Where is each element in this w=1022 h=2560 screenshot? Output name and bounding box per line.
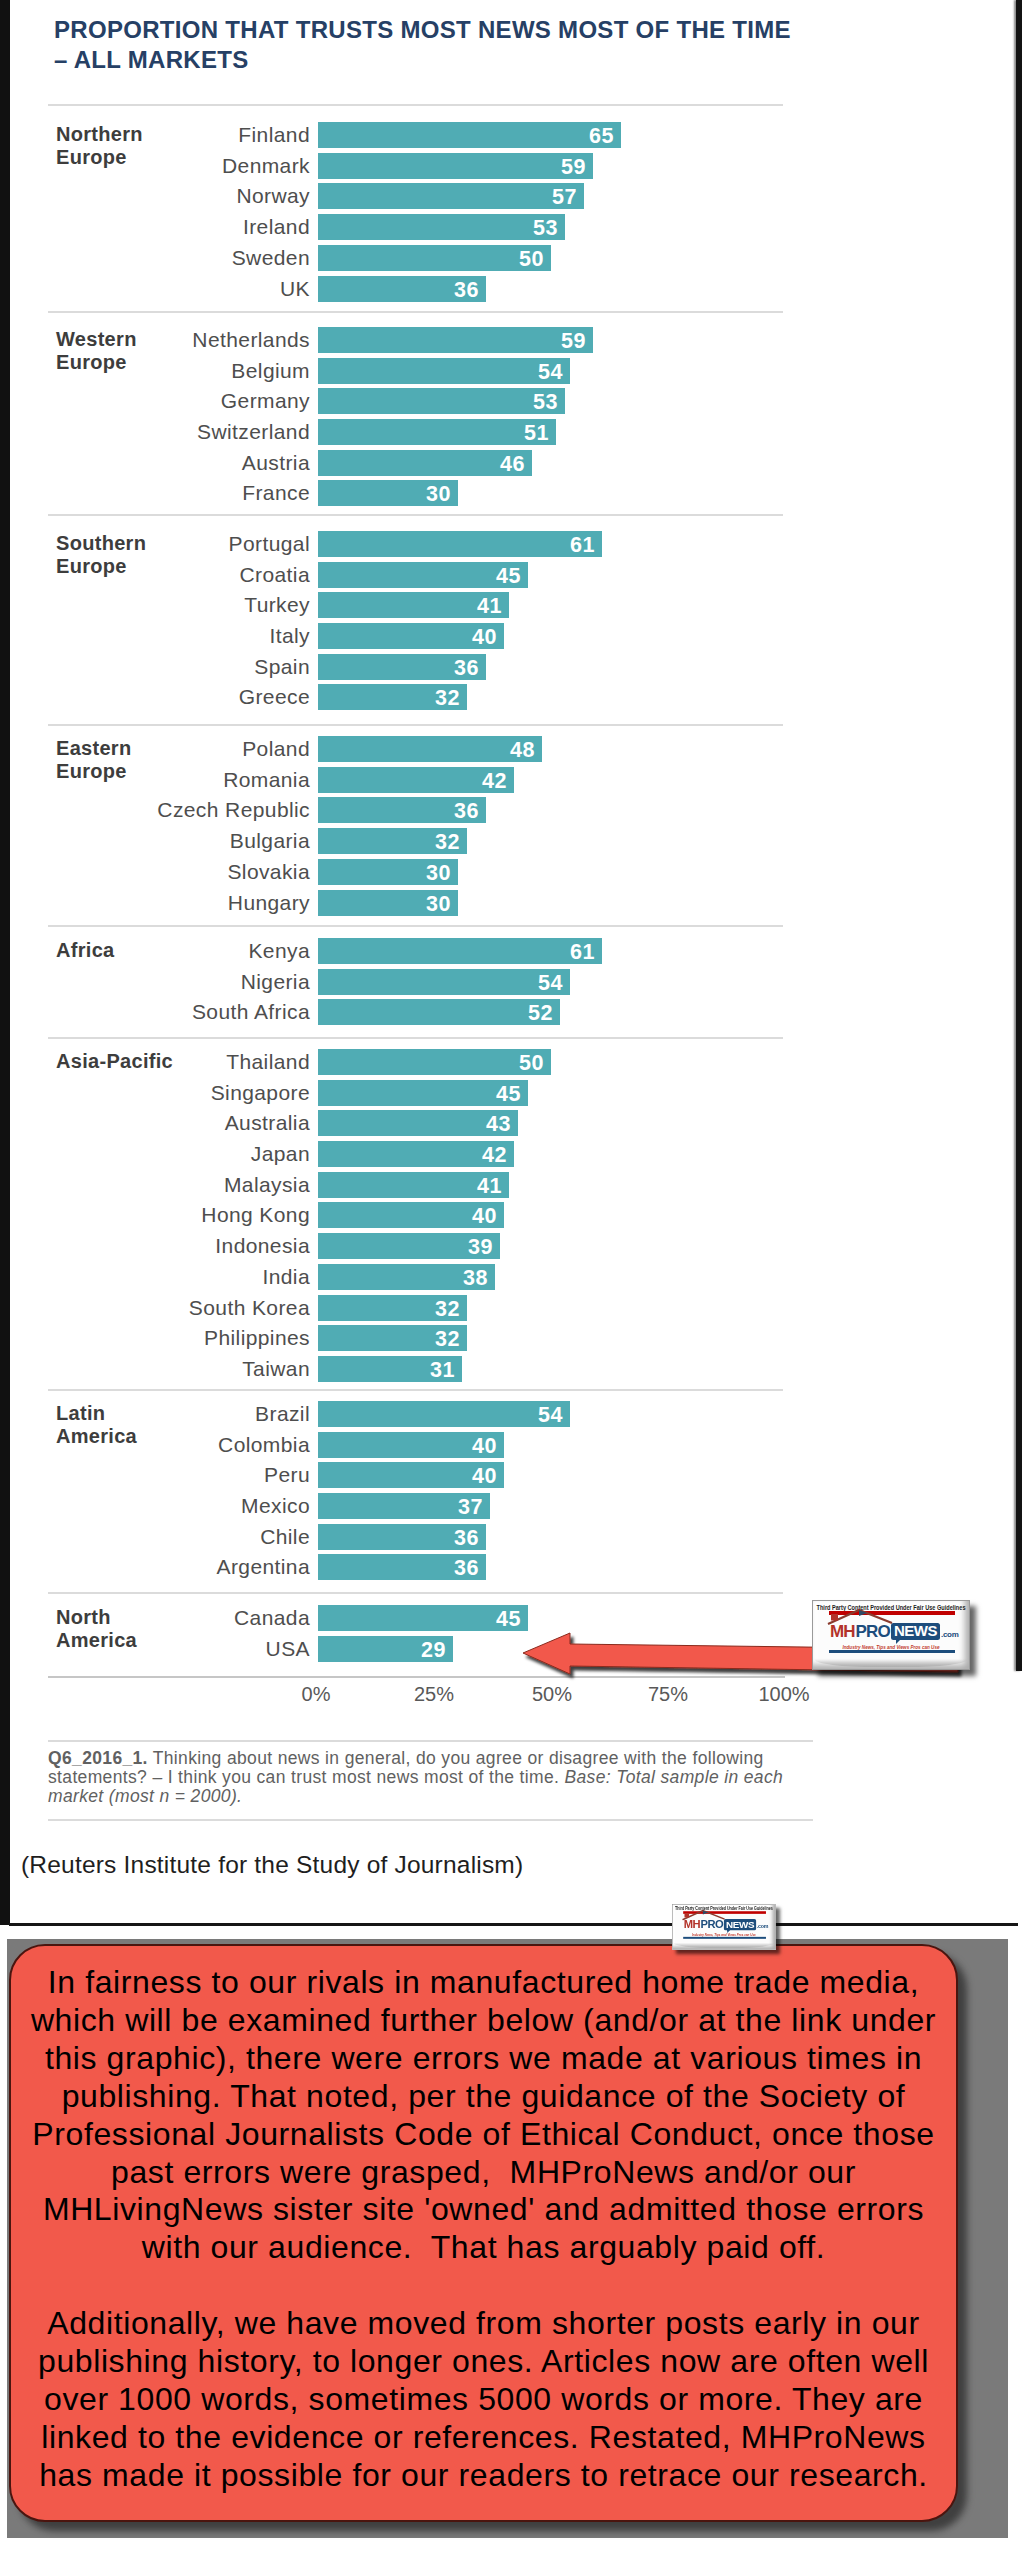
- svg-text:Industry News, Tips and Views: Industry News, Tips and Views Pros can U…: [843, 1642, 940, 1649]
